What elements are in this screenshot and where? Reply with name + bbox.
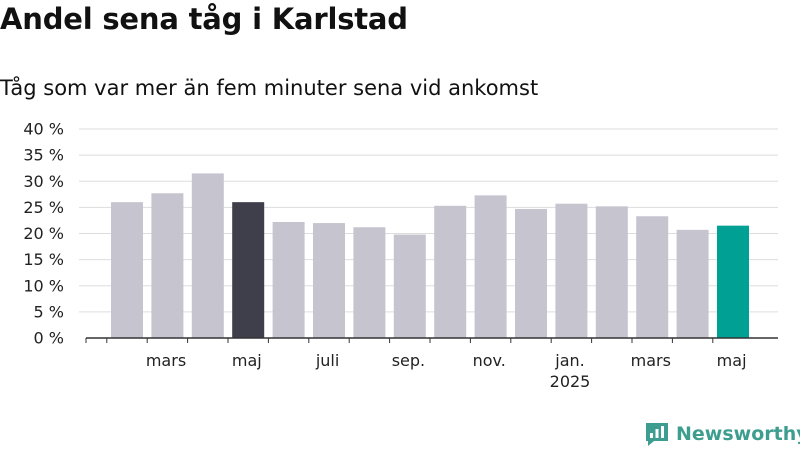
- bar: [636, 216, 669, 338]
- y-tick-label: 5 %: [34, 302, 64, 321]
- chart-subtitle: Tåg som var mer än fem minuter sena vid …: [0, 76, 539, 100]
- x-tick-label: maj: [717, 351, 747, 370]
- bar: [232, 202, 265, 338]
- bar: [676, 229, 709, 338]
- bar: [474, 195, 507, 338]
- x-tick-label: jan.: [554, 351, 584, 370]
- bar: [595, 206, 628, 338]
- bar: [353, 227, 386, 338]
- bar: [111, 202, 143, 338]
- y-tick-label: 25 %: [23, 198, 64, 217]
- x-tick-label: mars: [146, 351, 186, 370]
- bar: [272, 222, 305, 338]
- brand-name: Newsworthy: [676, 423, 800, 445]
- x-tick-label: sep.: [392, 351, 425, 370]
- y-tick-label: 40 %: [23, 120, 64, 139]
- bar: [555, 203, 588, 338]
- brand-logo: Newsworthy: [644, 420, 800, 448]
- bar: [313, 223, 345, 338]
- bar: [151, 193, 184, 338]
- y-tick-label: 35 %: [23, 146, 64, 165]
- bar-chart: 0 % 5 % 10 % 15 % 20 % 25 % 30 % 35 % 40 % mars ma…: [23, 120, 778, 391]
- x-tick-year-label: 2025: [550, 372, 591, 391]
- bar: [393, 234, 426, 338]
- x-tick-label: nov.: [473, 351, 506, 370]
- y-tick-label: 10 %: [23, 276, 64, 295]
- bar: [434, 205, 467, 338]
- y-tick-label: 30 %: [23, 172, 64, 191]
- y-tick-label: 20 %: [23, 224, 64, 243]
- newsworthy-logo-icon: [646, 423, 668, 446]
- x-tick-label: mars: [631, 351, 671, 370]
- bar: [191, 173, 224, 338]
- bar: [717, 225, 749, 338]
- y-tick-label: 0 %: [34, 329, 64, 348]
- x-tick-label: maj: [232, 351, 262, 370]
- x-tick-label: juli: [315, 351, 339, 370]
- chart-title: Andel sena tåg i Karlstad: [0, 2, 408, 36]
- bar: [515, 208, 547, 338]
- y-tick-label: 15 %: [23, 250, 64, 269]
